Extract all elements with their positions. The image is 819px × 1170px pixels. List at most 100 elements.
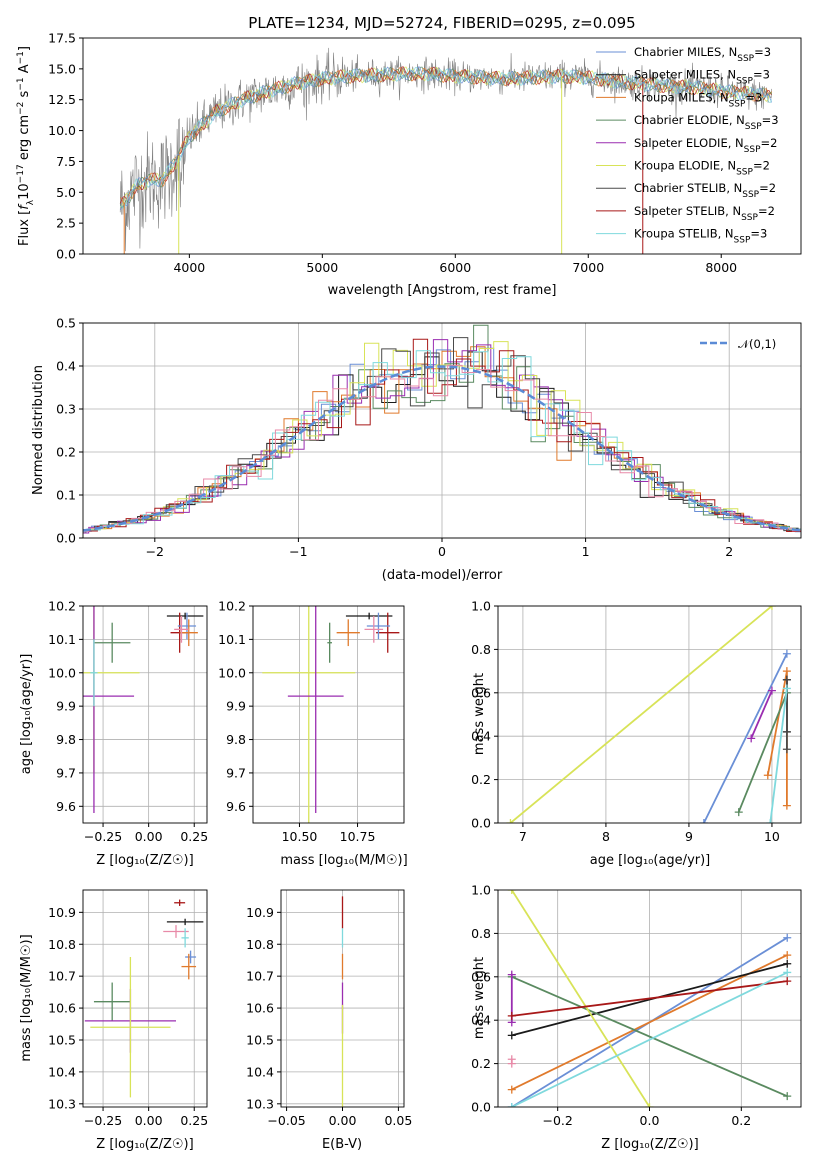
mass-vs-Z-plot: [84, 899, 204, 1098]
mass-vs-EBV-xtick-label: −0.05: [267, 1113, 305, 1128]
spectrum-ytick-label: 2.5: [56, 216, 76, 231]
mass-vs-EBV-ytick-label: 10.9: [246, 905, 274, 920]
age-vs-Z-ytick-label: 9.8: [56, 732, 76, 747]
spectrum-ylabel-part: −1: [16, 51, 26, 64]
mass-vs-Z-ytick-label: 10.3: [48, 1096, 76, 1111]
spectrum-legend-label-part: SSP: [737, 54, 754, 64]
weight-vs-Z-ytick-label: 0.4: [471, 1013, 491, 1028]
mass-vs-EBV-ytick-label: 10.3: [246, 1096, 274, 1111]
spectrum-legend-label-part: =2: [753, 159, 770, 173]
weight-vs-age-axes: [494, 605, 801, 827]
age-vs-mass-ytick-label: 10.0: [218, 665, 246, 680]
age-vs-mass-ytick-label: 9.9: [226, 699, 246, 714]
weight-vs-Z-marker: [783, 977, 792, 986]
weight-vs-age-marker: [734, 808, 743, 817]
spectrum-ylabel-part: erg cm: [17, 115, 32, 164]
weight-vs-Z-marker: [507, 1011, 516, 1020]
residuals-ylabel: Normed distribution: [31, 365, 46, 495]
spectrum-ytick-label: 5.0: [56, 185, 76, 200]
spectrum-legend-label-part: =2: [761, 136, 778, 150]
residuals-xlabel: (data-model)/error: [382, 568, 503, 583]
age-vs-mass-xtick-label: 10.50: [282, 829, 318, 844]
weight-vs-Z-series-line: [511, 971, 788, 1107]
spectrum-legend-label: Salpeter MILES, NSSP=3: [634, 68, 770, 87]
weight-vs-Z-series-line: [511, 954, 788, 1091]
mass-vs-EBV-xtick-label: 0.00: [329, 1113, 357, 1128]
spectrum-xtick-label: 8000: [705, 260, 737, 275]
age-vs-Z-xtick-label: 0.00: [135, 829, 163, 844]
age-vs-Z-xlabel: Z [log₁₀(Z/Z☉)]: [96, 853, 193, 868]
weight-vs-age-ytick-label: 0.8: [471, 642, 491, 657]
spectrum-ylabel-part: −1: [16, 77, 26, 90]
weight-vs-age-series-line: [737, 692, 788, 813]
spectrum-axes: [79, 37, 722, 258]
weight-vs-Z-ytick-label: 0.2: [471, 1056, 491, 1071]
weight-vs-Z-ytick-label: 0.0: [471, 1100, 491, 1115]
residuals-histogram-line: [83, 350, 801, 531]
spectrum-xtick-label: 7000: [572, 260, 604, 275]
mass-vs-EBV-ytick-label: 10.5: [246, 1032, 274, 1047]
mass-vs-Z-ytick-label: 10.8: [48, 937, 76, 952]
spectrum-legend-label-part: =3: [754, 45, 771, 59]
weight-vs-age-xtick-label: 8: [602, 829, 610, 844]
mass-vs-EBV-ytick-label: 10.4: [246, 1064, 274, 1079]
spectrum-legend-label-part: =2: [758, 204, 775, 218]
spectrum-legend-label-part: SSP: [742, 190, 759, 200]
spectrum-legend-label-part: Kroupa ELODIE, N: [634, 159, 736, 173]
weight-vs-age-series-line: [769, 688, 788, 823]
spectrum-legend-label: Salpeter STELIB, NSSP=2: [634, 204, 775, 223]
weight-vs-age-marker: [763, 771, 772, 780]
weight-vs-age-ylabel: mass weight: [472, 673, 487, 755]
weight-vs-Z-frame: [497, 889, 802, 1108]
spectrum-legend-label-part: SSP: [734, 236, 751, 246]
mass-vs-EBV-xtick-label: 0.05: [384, 1113, 412, 1128]
residuals-ytick-label: 0.0: [56, 531, 76, 546]
spectrum-legend-label-part: =3: [753, 68, 770, 82]
spectrum-model-line: [119, 66, 773, 204]
spectrum-title: PLATE=1234, MJD=52724, FIBERID=0295, z=0…: [248, 14, 635, 32]
weight-vs-age-ytick-label: 0.2: [471, 772, 491, 787]
weight-vs-Z-xtick-label: 0.2: [731, 1113, 751, 1128]
spectrum-legend-label-part: =3: [750, 227, 767, 241]
age-vs-mass-ytick-label: 10.1: [218, 632, 246, 647]
residuals-xtick-label: −2: [146, 544, 164, 559]
age-vs-mass-ytick-label: 10.2: [218, 599, 246, 614]
residuals-ytick-label: 0.4: [56, 359, 76, 374]
weight-vs-Z-axes: [494, 889, 801, 1111]
age-vs-mass-axes: [249, 605, 404, 827]
mass-vs-Z-xtick-label: 0.00: [135, 1113, 163, 1128]
weight-vs-Z-ytick-label: 0.6: [471, 969, 491, 984]
spectrum-frame: [82, 37, 802, 255]
mass-vs-EBV-ytick-label: 10.8: [246, 937, 274, 952]
weight-vs-age-marker: [766, 819, 775, 823]
weight-vs-Z-marker: [507, 1085, 516, 1094]
residuals-frame: [82, 322, 802, 539]
residuals-axes: [79, 322, 801, 542]
spectrum-legend-label: Chabrier MILES, NSSP=3: [634, 45, 771, 64]
residuals-ytick-label: 0.5: [56, 316, 76, 331]
spectrum-legend-label: Kroupa STELIB, NSSP=3: [634, 227, 767, 246]
spectrum-ylabel-part: −2: [16, 102, 26, 115]
spectrum-ylabel-part: 10: [17, 183, 32, 200]
spectrum-legend-label: Kroupa MILES, NSSP=3: [634, 90, 762, 109]
spectrum-legend-label: Salpeter ELODIE, NSSP=2: [634, 136, 777, 155]
weight-vs-age-marker: [782, 649, 791, 658]
age-vs-mass-ytick-label: 9.6: [226, 799, 246, 814]
weight-vs-Z-marker: [507, 1031, 516, 1040]
mass-vs-Z-xtick-label: 0.25: [180, 1113, 208, 1128]
age-vs-mass-plot: [262, 606, 400, 823]
weight-vs-Z-marker: [507, 1055, 516, 1064]
spectrum-legend-label-part: Salpeter ELODIE, N: [634, 136, 744, 150]
weight-vs-Z-ylabel: mass weight: [472, 957, 487, 1039]
spectrum-ytick-label: 10.0: [48, 123, 76, 138]
spectrum-xtick-label: 5000: [306, 260, 338, 275]
weight-vs-Z-marker: [645, 1103, 654, 1107]
spectrum-legend-label: Chabrier ELODIE, NSSP=3: [634, 113, 779, 132]
mass-vs-EBV-axes: [277, 890, 404, 1111]
spectrum-legend-label-part: Chabrier ELODIE, N: [634, 113, 745, 127]
weight-vs-age-marker: [782, 801, 791, 810]
age-vs-Z-plot: [83, 606, 204, 813]
weight-vs-age-marker: [767, 686, 776, 695]
spectrum-ytick-label: 7.5: [56, 154, 76, 169]
